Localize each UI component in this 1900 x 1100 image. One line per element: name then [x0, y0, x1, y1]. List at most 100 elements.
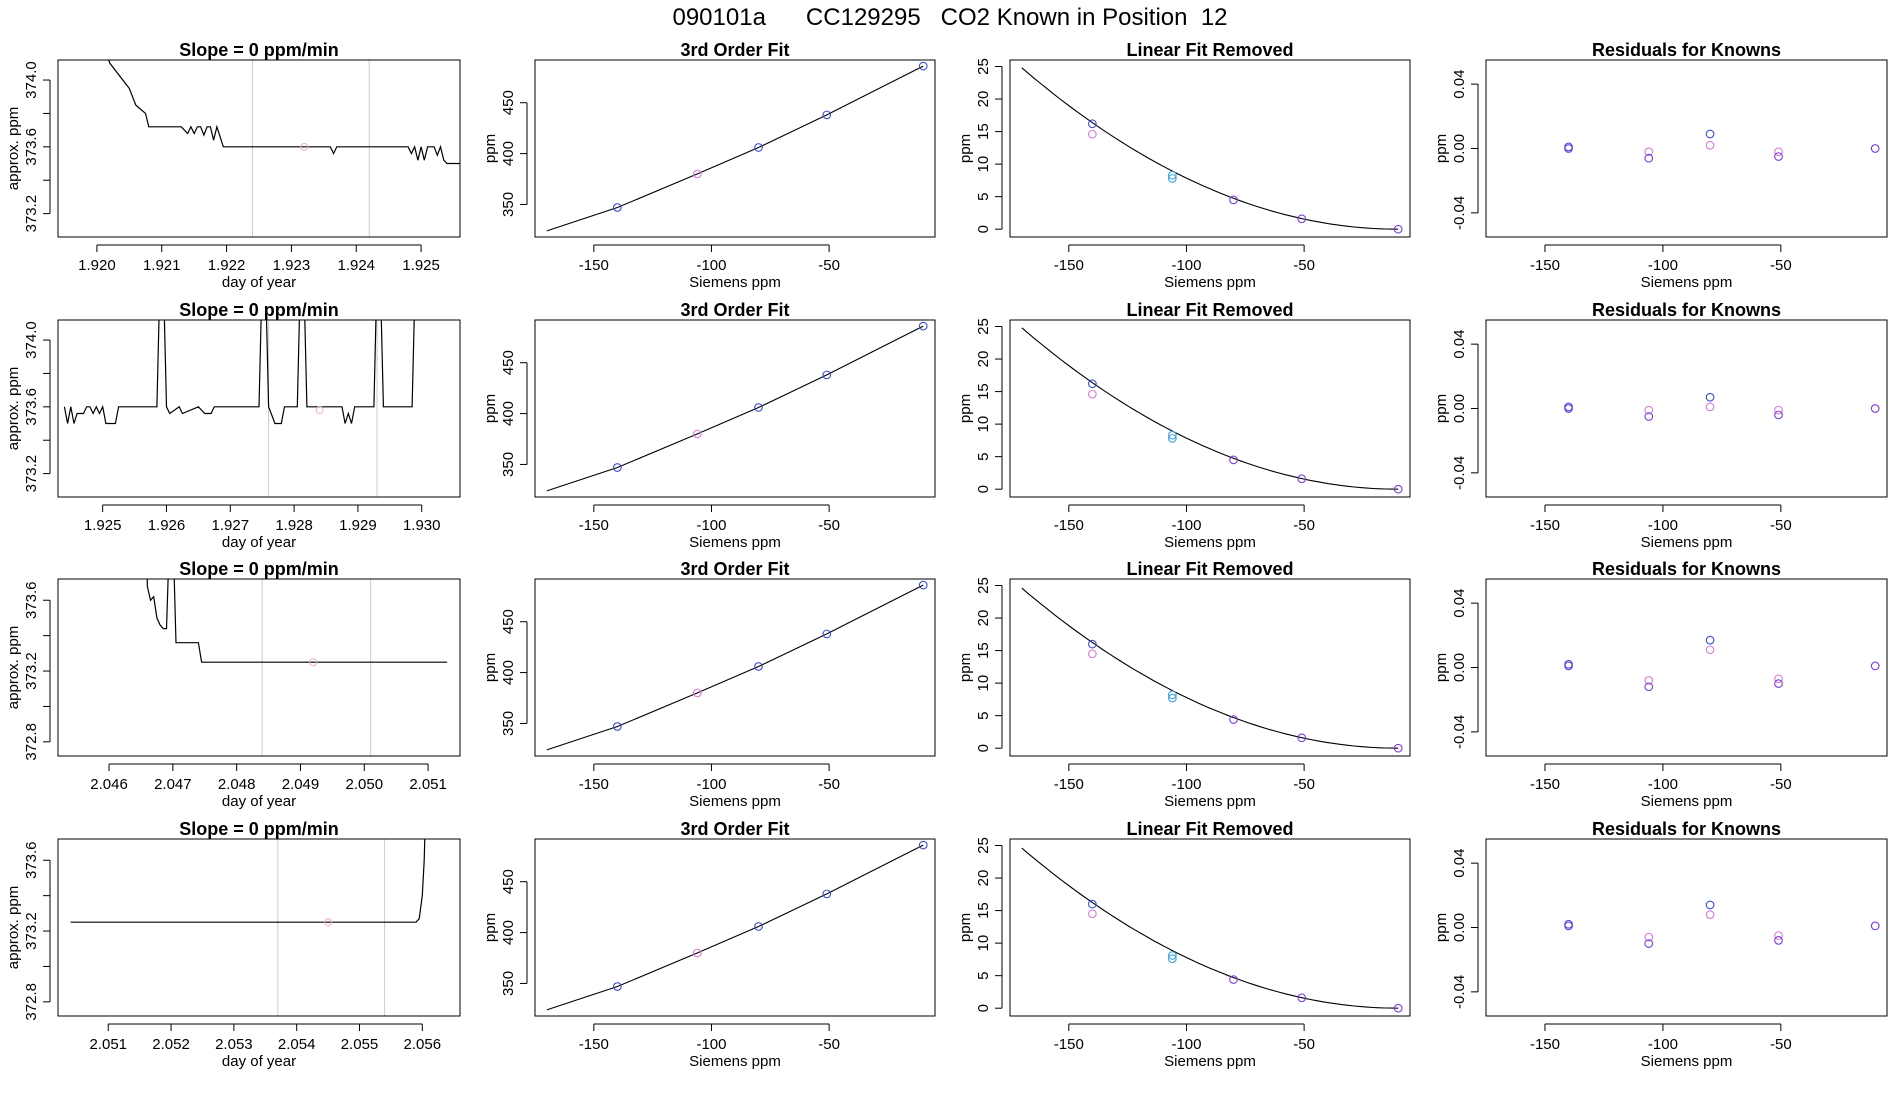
x-axis-label: Siemens ppm [1641, 534, 1733, 551]
y-tick-label: 373.6 [23, 388, 40, 426]
data-point [1168, 434, 1177, 443]
panel-title: Residuals for Knowns [1592, 300, 1781, 320]
plot-frame [1485, 319, 1888, 498]
data-point [1393, 484, 1403, 494]
y-axis-label: approx. ppm [5, 626, 22, 709]
data-point [1168, 954, 1177, 964]
y-axis-label: ppm [482, 134, 499, 163]
y-tick-label: 0.04 [1451, 70, 1468, 99]
fit-curve [1021, 847, 1399, 1009]
y-axis: -0.04 0.00 0.04 ppm [1433, 849, 1479, 1009]
x-axis: -150 -100 -50 Siemens ppm [1054, 763, 1315, 810]
y-tick-label: 373.6 [23, 581, 40, 619]
data-point [1229, 195, 1238, 205]
panel-fit-row2: 3rd Order Fit -150 -100 -50 Siemens ppm 350 40… [482, 300, 936, 551]
data-point [1870, 921, 1880, 931]
y-axis: 350 400 450 ppm [482, 869, 528, 996]
y-axis-label: ppm [957, 653, 974, 682]
data-point [1644, 405, 1654, 415]
fit-curve [1021, 587, 1399, 749]
data-point [1297, 993, 1307, 1003]
panel-res-row1: Residuals for Knowns -150 -100 -50 Siemens p… [1433, 40, 1888, 291]
y-axis: 350 400 450 ppm [482, 350, 528, 477]
x-tick-label: -50 [1770, 257, 1792, 274]
panel-lin-row3: Linear Fit Removed -150 -100 -50 Siemens ppm… [957, 559, 1411, 810]
data-point [1088, 899, 1097, 909]
x-tick-label: 1.927 [212, 517, 250, 534]
x-tick-label: -150 [1054, 517, 1084, 534]
panel-lin-row4: Linear Fit Removed -150 -100 -50 Siemens ppm… [957, 819, 1411, 1070]
data-point [1705, 645, 1715, 655]
panel-title: 3rd Order Fit [680, 300, 789, 320]
x-axis: 2.051 2.052 2.053 2.054 2.055 2.056 day of yea… [89, 1023, 441, 1070]
data-point [1088, 379, 1097, 389]
x-axis-label: Siemens ppm [1164, 534, 1256, 551]
fit-line [546, 65, 924, 232]
x-tick-label: 2.049 [282, 776, 320, 793]
y-tick-label: 20 [975, 610, 992, 627]
plot-frame [1009, 59, 1411, 238]
x-axis-label: Siemens ppm [689, 274, 781, 291]
data-point [1644, 676, 1654, 685]
panel-fit-row3: 3rd Order Fit -150 -100 -50 Siemens ppm 350 40… [482, 559, 936, 810]
fit-line [546, 844, 924, 1011]
y-tick-label: -0.04 [1451, 975, 1468, 1009]
data-point [1168, 951, 1177, 960]
y-tick-label: 350 [500, 971, 517, 996]
data-point [693, 429, 702, 439]
x-axis-label: Siemens ppm [689, 793, 781, 810]
y-tick-label: 15 [975, 902, 992, 919]
x-axis-label: Siemens ppm [689, 534, 781, 551]
y-axis: -0.04 0.00 0.04 ppm [1433, 70, 1479, 230]
x-tick-label: -150 [1054, 257, 1084, 274]
y-tick-label: 350 [500, 192, 517, 217]
x-axis: 2.046 2.047 2.048 2.049 2.050 2.051 day of yea… [90, 763, 447, 810]
x-tick-label: -150 [1530, 257, 1560, 274]
x-tick-label: 2.048 [218, 776, 256, 793]
data-point [918, 840, 928, 850]
x-tick-label: -50 [1293, 1036, 1315, 1053]
x-tick-label: 2.053 [215, 1036, 253, 1053]
x-axis-label: Siemens ppm [1164, 1053, 1256, 1070]
data-point [613, 463, 622, 472]
x-tick-label: -50 [1770, 517, 1792, 534]
data-point [693, 688, 702, 698]
y-tick-label: 20 [975, 91, 992, 108]
data-point [613, 722, 622, 731]
panel-title: Linear Fit Removed [1126, 300, 1293, 320]
x-axis: -150 -100 -50 Siemens ppm [1530, 1023, 1792, 1070]
x-axis-label: Siemens ppm [1164, 274, 1256, 291]
x-tick-label: -150 [1530, 517, 1560, 534]
y-tick-label: 450 [500, 90, 517, 115]
plot-frame [1485, 578, 1888, 757]
y-tick-label: 400 [500, 660, 517, 685]
x-tick-label: 1.921 [143, 257, 181, 274]
x-tick-label: -50 [1293, 776, 1315, 793]
y-axis: 0 5 10 15 20 25 ppm [957, 318, 1003, 493]
panel-lin-row1: Linear Fit Removed -150 -100 -50 Siemens ppm… [957, 40, 1411, 291]
ppm-trace-line [107, 60, 460, 165]
y-tick-label: 5 [975, 452, 992, 460]
data-point [1870, 144, 1880, 153]
data-point [754, 143, 763, 152]
plot-frame [534, 59, 936, 238]
x-axis-label: day of year [222, 274, 296, 291]
y-tick-label: 373.2 [23, 455, 40, 493]
y-tick-label: 0.00 [1451, 913, 1468, 942]
x-tick-label: -150 [1530, 776, 1560, 793]
y-tick-label: 25 [975, 577, 992, 594]
panel-title: Residuals for Knowns [1592, 819, 1781, 839]
data-point [1564, 661, 1573, 671]
x-tick-label: 1.929 [339, 517, 377, 534]
data-point [1705, 140, 1715, 150]
y-axis-label: ppm [1433, 653, 1450, 682]
plot-frame [57, 578, 461, 757]
x-tick-label: -150 [1054, 1036, 1084, 1053]
data-point [754, 662, 763, 671]
y-tick-label: 0 [975, 225, 992, 233]
y-axis: 0 5 10 15 20 25 ppm [957, 577, 1003, 752]
x-tick-label: -100 [1171, 517, 1201, 534]
x-axis: 1.920 1.921 1.922 1.923 1.924 1.925 day of yea… [78, 244, 440, 291]
